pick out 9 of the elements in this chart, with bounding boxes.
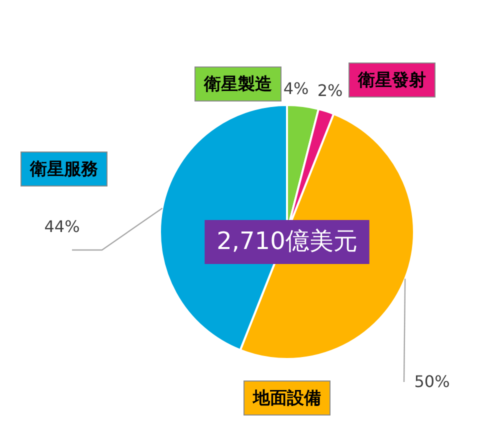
data-label: 44% <box>44 217 80 236</box>
data-label: 4% <box>283 79 309 98</box>
text: 2,710億美元 <box>216 227 358 256</box>
data-label: 2% <box>317 81 343 100</box>
data-label: 50% <box>414 372 450 392</box>
slice-label: 衛星發射 <box>357 70 426 90</box>
slice-label: 地面設備 <box>252 388 321 408</box>
slice-label: 衛星製造 <box>203 74 272 94</box>
slice-label: 衛星服務 <box>29 159 98 180</box>
